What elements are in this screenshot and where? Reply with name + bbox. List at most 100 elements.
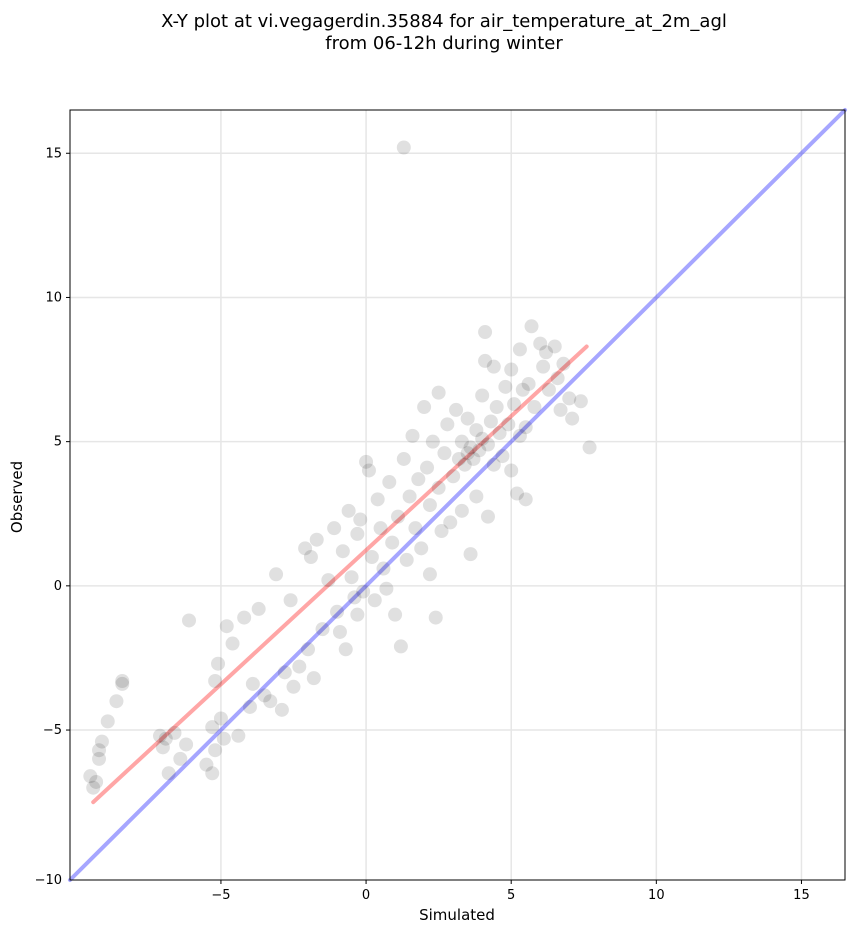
x-axis-label: Simulated (419, 906, 495, 924)
data-point (94, 734, 109, 749)
data-point (518, 492, 533, 507)
data-point (303, 550, 318, 565)
data-point (472, 443, 487, 458)
data-point (396, 140, 411, 155)
data-point (182, 613, 197, 628)
data-point (475, 388, 490, 403)
data-point (338, 642, 353, 657)
data-point (115, 676, 130, 691)
data-point (422, 498, 437, 513)
data-point (251, 601, 266, 616)
data-point (364, 550, 379, 565)
data-point (321, 573, 336, 588)
data-point (524, 319, 539, 334)
data-point (437, 446, 452, 461)
data-point (541, 382, 556, 397)
data-point (347, 590, 362, 605)
data-point (466, 451, 481, 466)
data-point (550, 371, 565, 386)
data-point (298, 541, 313, 556)
data-point (414, 541, 429, 556)
data-point (237, 610, 252, 625)
data-point (152, 728, 167, 743)
data-point (388, 607, 403, 622)
data-point (274, 702, 289, 717)
data-point (527, 400, 542, 415)
data-point (510, 486, 525, 501)
data-point (469, 423, 484, 438)
data-point (269, 567, 284, 582)
data-point (507, 397, 522, 412)
data-point (518, 420, 533, 435)
x-tick-label: −5 (211, 888, 230, 903)
y-tick-label: −10 (35, 873, 62, 888)
data-point (498, 379, 513, 394)
data-point (492, 425, 507, 440)
data-point (315, 622, 330, 637)
data-point (257, 688, 272, 703)
chart-subtitle: from 06-12h during winter (325, 33, 563, 54)
data-point (489, 400, 504, 415)
data-point (486, 359, 501, 374)
x-tick-label: 10 (648, 888, 665, 903)
data-point (155, 740, 170, 755)
data-point (480, 509, 495, 524)
data-point (283, 593, 298, 608)
data-point (393, 639, 408, 654)
data-point (573, 394, 588, 409)
data-point (463, 547, 478, 562)
data-point (335, 544, 350, 559)
data-point (451, 451, 466, 466)
data-point (562, 391, 577, 406)
data-point (158, 731, 173, 746)
y-axis-label: Observed (8, 461, 26, 533)
y-axis-ticks: −10 −5 0 5 10 15 (35, 146, 70, 888)
data-point (301, 642, 316, 657)
data-point (205, 720, 220, 735)
data-point (83, 769, 98, 784)
data-point (179, 737, 194, 752)
data-point (225, 636, 240, 651)
data-point (350, 607, 365, 622)
data-point (454, 503, 469, 518)
data-point (486, 457, 501, 472)
data-point (431, 385, 446, 400)
data-point (245, 676, 260, 691)
data-point (478, 353, 493, 368)
data-point (208, 674, 223, 689)
data-point (341, 503, 356, 518)
data-point (582, 440, 597, 455)
x-tick-label: 5 (507, 888, 515, 903)
data-point (457, 457, 472, 472)
data-point (367, 593, 382, 608)
data-point (539, 345, 554, 360)
data-point (428, 610, 443, 625)
data-point (379, 581, 394, 596)
data-point (309, 532, 324, 547)
data-point (396, 451, 411, 466)
data-point (199, 757, 214, 772)
x-tick-label: 15 (793, 888, 810, 903)
data-point (376, 561, 391, 576)
data-point (385, 535, 400, 550)
data-point (330, 604, 345, 619)
data-point (478, 325, 493, 340)
data-point (213, 711, 228, 726)
data-point (399, 552, 414, 567)
data-point (504, 463, 519, 478)
data-point (286, 679, 301, 694)
y-tick-label: 10 (45, 290, 62, 305)
x-axis-ticks: −5 0 5 10 15 (211, 880, 810, 903)
data-point (425, 434, 440, 449)
data-point (547, 339, 562, 354)
data-point (469, 489, 484, 504)
data-point (92, 743, 107, 758)
data-point (405, 428, 420, 443)
data-point (460, 446, 475, 461)
data-point (417, 400, 432, 415)
data-point (231, 728, 246, 743)
data-point (501, 417, 516, 432)
data-point (495, 449, 510, 464)
data-point (115, 674, 130, 689)
reference-lines (68, 108, 847, 882)
